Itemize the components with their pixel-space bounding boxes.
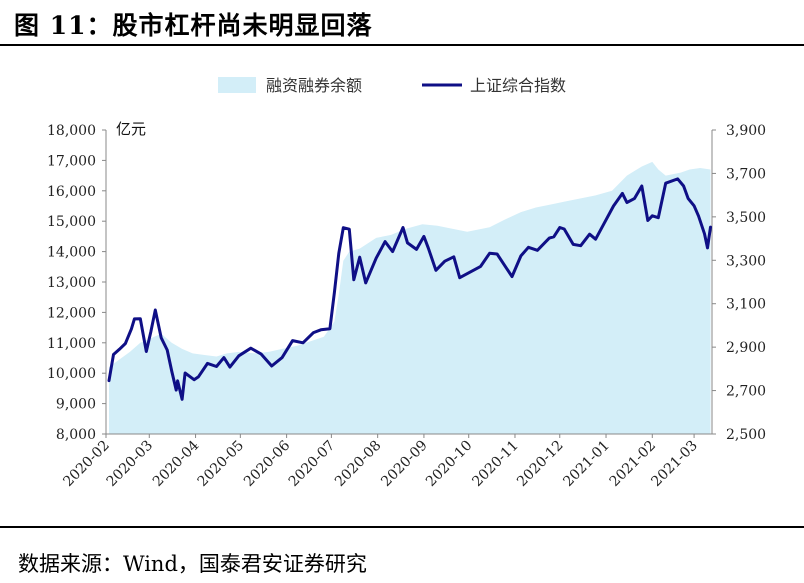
chart: 8,000 9,000 10,000 11,000 12,000 13,000 14,000… (47, 76, 766, 490)
x-tick-label: 2020-02 (60, 438, 112, 490)
x-tick-label: 2020-04 (150, 437, 203, 490)
right-tick-label: 2,900 (726, 340, 766, 356)
sse-index-line (107, 177, 712, 401)
left-unit-label: 亿元 (116, 120, 146, 138)
left-tick-label: 11,000 (47, 336, 96, 352)
right-tick-label: 2,700 (726, 384, 766, 400)
left-tick-label: 12,000 (47, 305, 96, 321)
source-rule (0, 526, 804, 528)
right-tick-label: 3,300 (726, 253, 766, 269)
left-tick-label: 9,000 (56, 397, 96, 413)
left-tick-label: 13,000 (47, 275, 96, 291)
left-tick-label: 15,000 (47, 214, 96, 230)
left-tick-label: 10,000 (47, 366, 96, 382)
x-tick-label: 2020-07 (286, 438, 338, 490)
left-tick-label: 8,000 (56, 427, 96, 443)
x-tick-label: 2020-03 (104, 438, 156, 490)
x-tick-label: 2020-06 (241, 437, 294, 490)
legend-label-margin-balance: 融资融券余额 (266, 76, 362, 95)
x-tick-label: 2020-05 (195, 438, 247, 490)
x-tick-label: 2020-10 (423, 438, 475, 490)
x-tick-label: 2020-11 (469, 438, 521, 490)
right-tick-label: 3,100 (726, 297, 766, 313)
x-tick-label: 2021-03 (648, 438, 700, 490)
title-rule (0, 44, 804, 46)
margin-balance-area (109, 161, 711, 434)
right-tick-label: 2,500 (726, 427, 766, 443)
legend-label-sse-index: 上证综合指数 (470, 76, 566, 95)
source-note: 数据来源：Wind，国泰君安证券研究 (18, 552, 367, 576)
left-tick-label: 14,000 (47, 245, 96, 261)
right-tick-label: 3,700 (726, 166, 766, 182)
x-tick-label: 2020-09 (378, 438, 430, 490)
right-tick-label: 3,900 (726, 123, 766, 139)
x-tick-label: 2020-12 (514, 438, 566, 490)
legend-swatch-margin-balance (218, 77, 256, 93)
right-tick-label: 3,500 (726, 210, 766, 226)
left-tick-label: 18,000 (47, 123, 96, 139)
figure-title: 图 11：股市杠杆尚未明显回落 (14, 11, 373, 40)
left-tick-label: 17,000 (47, 153, 96, 169)
left-tick-label: 16,000 (47, 184, 96, 200)
x-tick-label: 2021-01 (560, 438, 612, 490)
x-tick-label: 2020-08 (332, 438, 384, 490)
